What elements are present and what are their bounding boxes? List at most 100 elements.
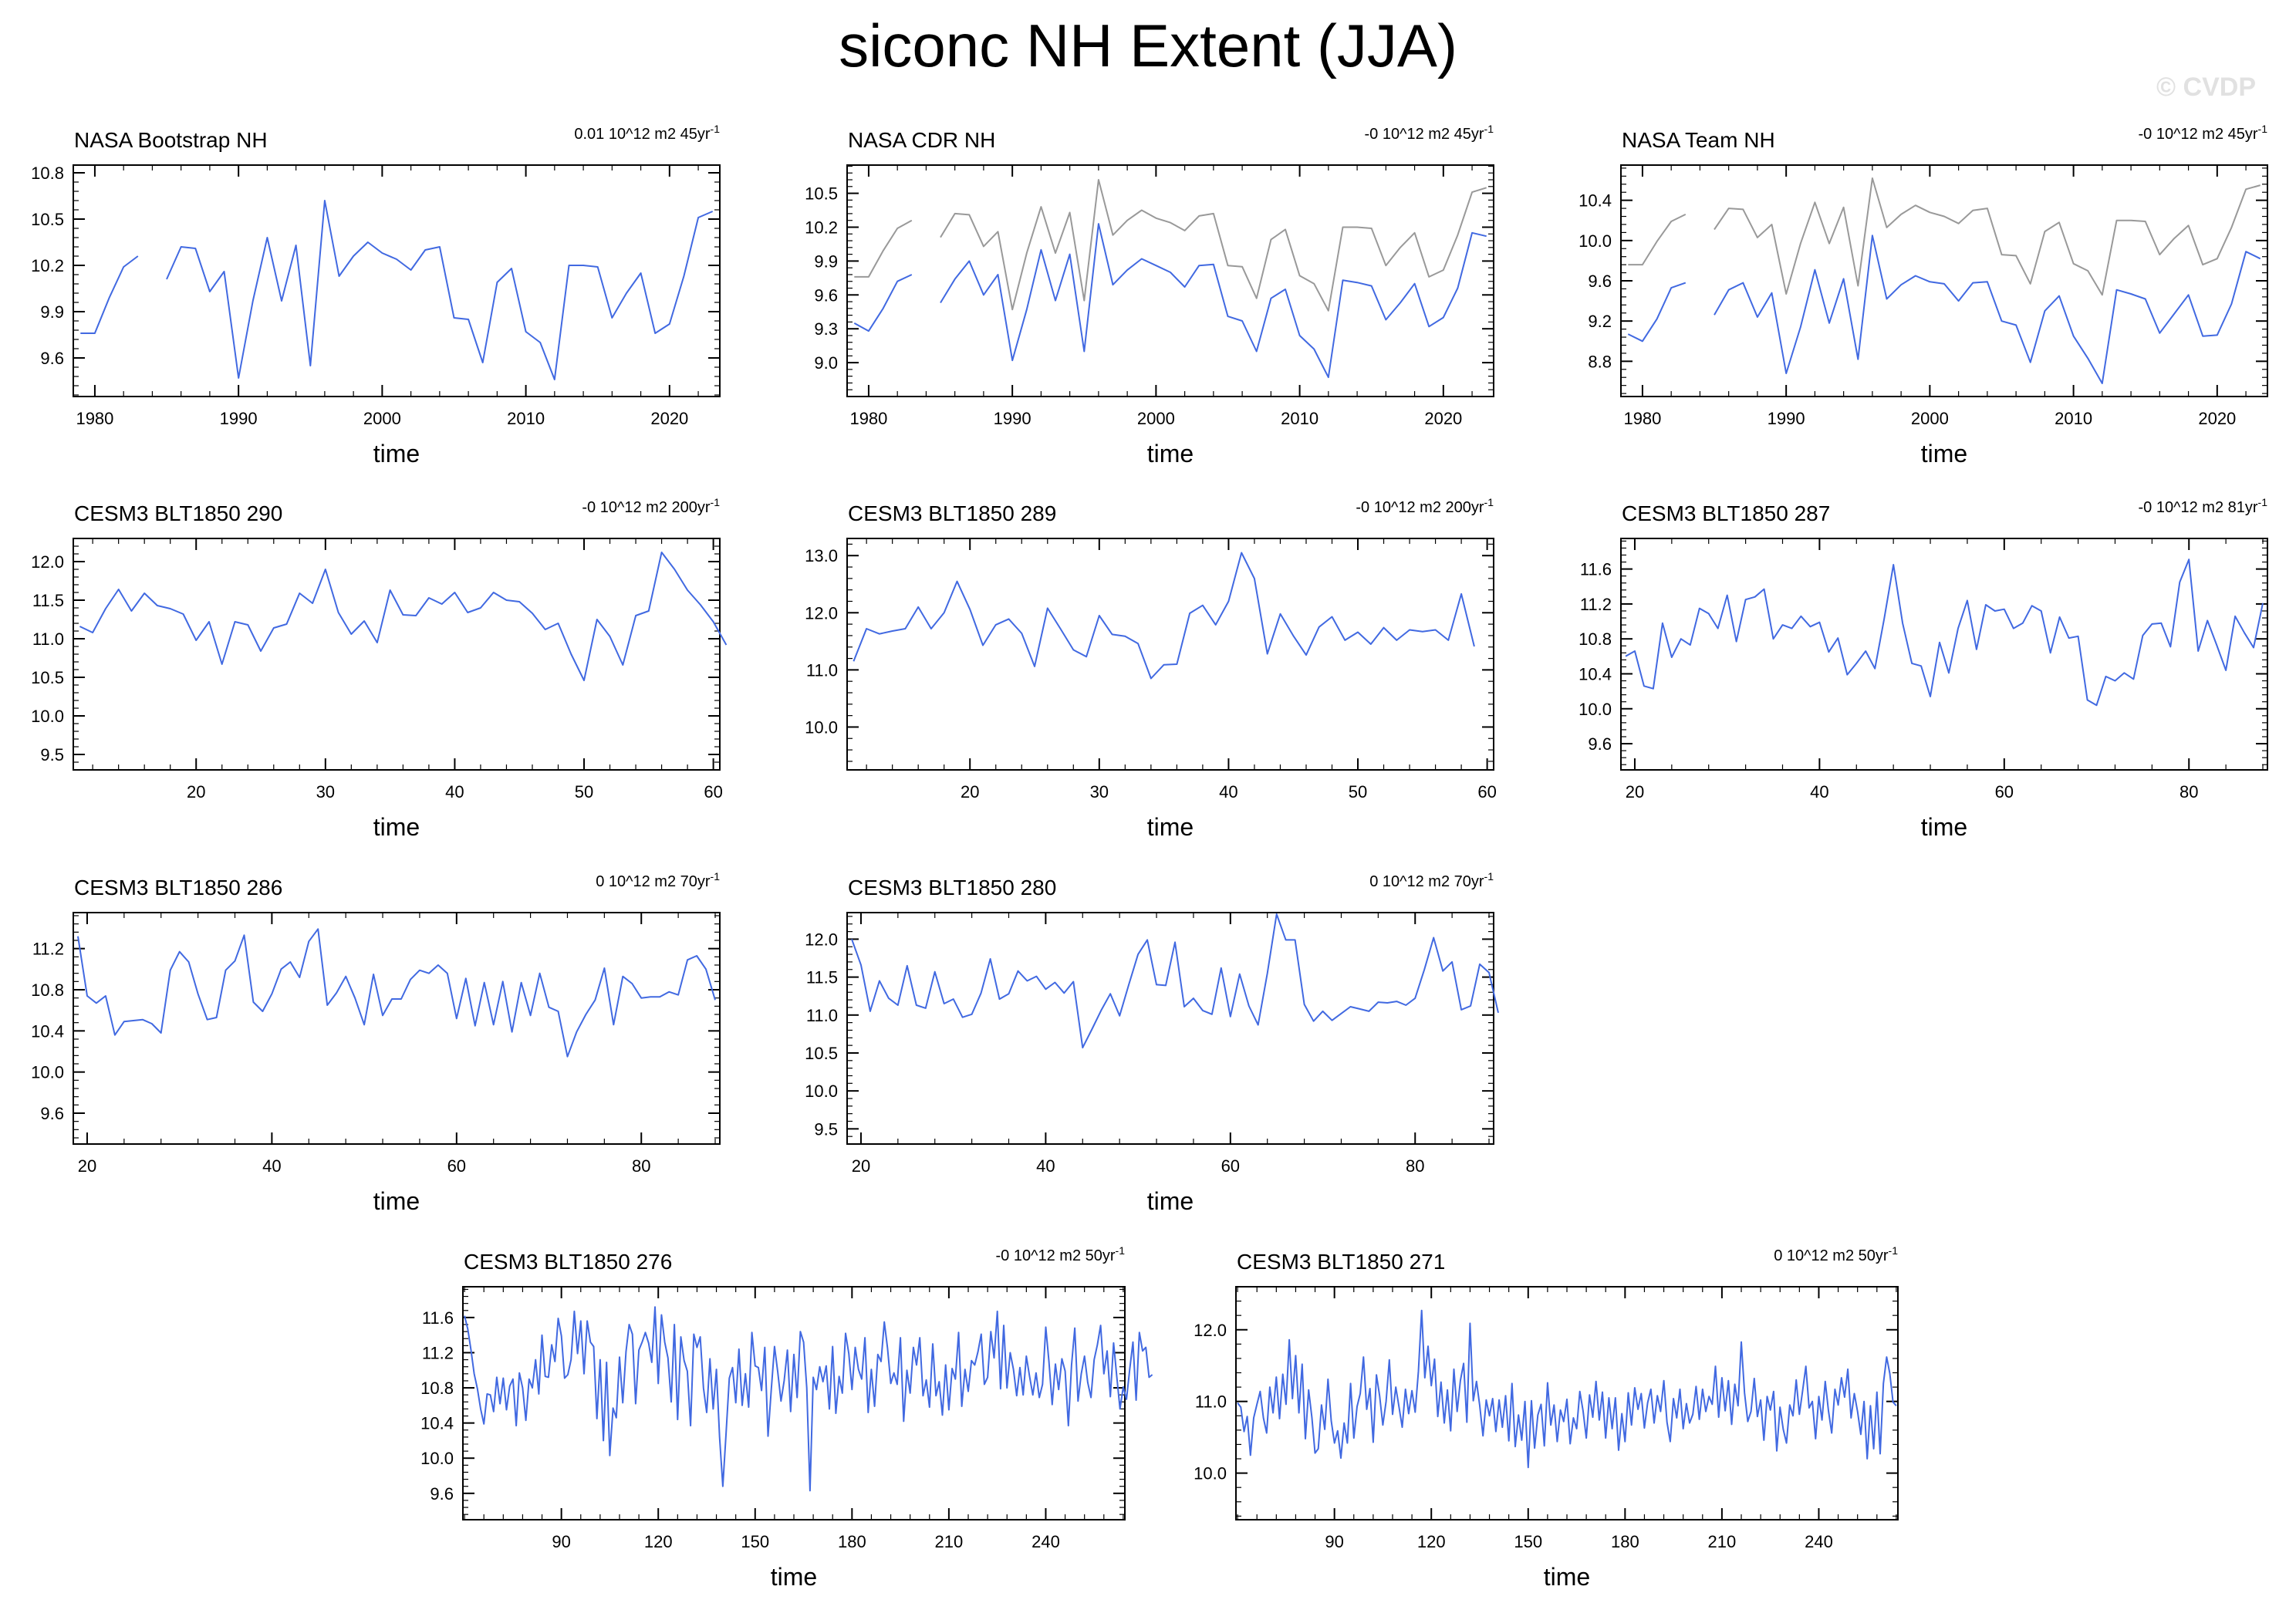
panel-2: NASA CDR NH -0 10^12 m2 45yr-1 time 9.0 9.3 9… bbox=[805, 123, 1494, 467]
series-line-extent bbox=[80, 200, 714, 380]
y-tick-label: 10.4 bbox=[1578, 664, 1612, 683]
trend-annotation: -0 10^12 m2 45yr-1 bbox=[1365, 123, 1494, 143]
y-tick-label: 11.5 bbox=[806, 968, 838, 987]
x-tick-label: 80 bbox=[1406, 1156, 1424, 1176]
x-tick-label: 2020 bbox=[1424, 409, 1462, 428]
y-tick-label: 12.0 bbox=[1194, 1321, 1227, 1340]
y-tick-label: 9.6 bbox=[40, 1104, 64, 1123]
plot-frame bbox=[1620, 538, 2268, 771]
x-tick-label: 90 bbox=[1325, 1532, 1343, 1551]
credit-watermark: © CVDP bbox=[2156, 73, 2256, 102]
y-tick-label: 10.0 bbox=[420, 1449, 454, 1468]
y-tick-label: 10.0 bbox=[805, 1082, 838, 1101]
panel-title: CESM3 BLT1850 290 bbox=[74, 501, 282, 525]
trend-annotation: -0 10^12 m2 200yr-1 bbox=[582, 496, 720, 516]
x-tick-label: 50 bbox=[575, 782, 593, 802]
series-line-extent bbox=[1237, 1309, 1897, 1469]
panel-1: NASA Bootstrap NH 0.01 10^12 m2 45yr-1 tim… bbox=[31, 123, 721, 467]
x-tick-label: 210 bbox=[1708, 1532, 1737, 1551]
x-tick-label: 40 bbox=[1219, 782, 1237, 802]
panel-3: NASA Team NH -0 10^12 m2 45yr-1 time 8.8 9.2… bbox=[1578, 123, 2268, 467]
x-tick-label: 2000 bbox=[1137, 409, 1175, 428]
x-tick-label: 20 bbox=[961, 782, 979, 802]
trend-annotation: 0 10^12 m2 50yr-1 bbox=[1774, 1244, 1898, 1264]
x-axis-label: time bbox=[373, 440, 420, 467]
plot-frame bbox=[846, 538, 1494, 771]
x-tick-label: 60 bbox=[1477, 782, 1496, 802]
x-tick-label: 210 bbox=[935, 1532, 964, 1551]
y-tick-label: 9.9 bbox=[40, 302, 64, 322]
plot-frame bbox=[462, 1286, 1126, 1520]
x-tick-label: 1980 bbox=[76, 409, 113, 428]
y-tick-label: 10.0 bbox=[31, 707, 64, 726]
y-tick-label: 10.0 bbox=[31, 1063, 64, 1082]
plot-frame bbox=[1620, 164, 2268, 397]
y-tick-label: 11.0 bbox=[806, 660, 838, 680]
x-tick-label: 150 bbox=[741, 1532, 769, 1551]
y-tick-label: 11.0 bbox=[806, 1006, 838, 1025]
x-tick-label: 2010 bbox=[2055, 409, 2092, 428]
x-tick-label: 2010 bbox=[507, 409, 545, 428]
series-line-extent bbox=[853, 552, 1475, 680]
plot-frame bbox=[846, 164, 1494, 397]
x-tick-label: 20 bbox=[852, 1156, 870, 1176]
x-tick-label: 180 bbox=[1611, 1532, 1639, 1551]
y-tick-label: 9.0 bbox=[814, 353, 838, 373]
y-tick-label: 10.0 bbox=[1578, 231, 1612, 251]
x-tick-label: 40 bbox=[445, 782, 464, 802]
y-tick-label: 10.8 bbox=[420, 1379, 454, 1398]
y-tick-label: 10.4 bbox=[31, 1021, 64, 1041]
y-tick-label: 11.0 bbox=[1195, 1392, 1227, 1412]
y-tick-label: 13.0 bbox=[805, 546, 838, 565]
panel-title: CESM3 BLT1850 276 bbox=[464, 1250, 672, 1274]
y-tick-label: 11.5 bbox=[32, 591, 64, 610]
y-tick-label: 10.4 bbox=[1578, 191, 1612, 211]
x-tick-label: 60 bbox=[1995, 782, 2014, 802]
x-tick-label: 40 bbox=[1036, 1156, 1055, 1176]
y-tick-label: 10.5 bbox=[31, 210, 64, 229]
y-tick-label: 11.2 bbox=[1580, 595, 1612, 614]
figure-title: siconc NH Extent (JJA) bbox=[839, 12, 1457, 79]
x-axis-label: time bbox=[373, 813, 420, 841]
x-tick-label: 60 bbox=[1221, 1156, 1240, 1176]
x-tick-label: 60 bbox=[447, 1156, 466, 1176]
x-tick-label: 50 bbox=[1349, 782, 1367, 802]
y-tick-label: 10.5 bbox=[31, 668, 64, 687]
x-tick-label: 20 bbox=[187, 782, 205, 802]
x-tick-label: 30 bbox=[316, 782, 335, 802]
panel-5: CESM3 BLT1850 289 -0 10^12 m2 200yr-1 time… bbox=[805, 496, 1497, 841]
series-line-extent bbox=[853, 223, 1487, 379]
x-tick-label: 2000 bbox=[1911, 409, 1949, 428]
x-axis-label: time bbox=[1921, 440, 1967, 467]
x-axis-label: time bbox=[771, 1563, 817, 1591]
plot-frame bbox=[846, 912, 1494, 1145]
y-tick-label: 11.6 bbox=[1580, 560, 1612, 579]
y-tick-label: 9.2 bbox=[1588, 312, 1612, 331]
x-tick-label: 30 bbox=[1090, 782, 1109, 802]
trend-annotation: 0 10^12 m2 70yr-1 bbox=[596, 870, 720, 890]
trend-annotation: -0 10^12 m2 50yr-1 bbox=[996, 1244, 1126, 1264]
x-tick-label: 1990 bbox=[220, 409, 258, 428]
trend-annotation: 0 10^12 m2 70yr-1 bbox=[1369, 870, 1494, 890]
y-tick-label: 8.8 bbox=[1588, 352, 1612, 371]
panel-title: CESM3 BLT1850 289 bbox=[848, 501, 1056, 525]
panel-4: CESM3 BLT1850 290 -0 10^12 m2 200yr-1 time… bbox=[31, 496, 728, 841]
y-tick-label: 11.6 bbox=[422, 1308, 454, 1328]
panel-9: CESM3 BLT1850 276 -0 10^12 m2 50yr-1 time 9… bbox=[420, 1244, 1153, 1591]
y-tick-label: 9.5 bbox=[40, 745, 64, 764]
x-axis-label: time bbox=[1921, 813, 1967, 841]
x-tick-label: 1980 bbox=[1623, 409, 1661, 428]
x-tick-label: 40 bbox=[262, 1156, 281, 1176]
trend-annotation: -0 10^12 m2 45yr-1 bbox=[2139, 123, 2268, 143]
x-tick-label: 240 bbox=[1805, 1532, 1833, 1551]
plot-frame bbox=[73, 912, 721, 1145]
y-tick-label: 10.8 bbox=[31, 164, 64, 183]
x-axis-label: time bbox=[1147, 1187, 1194, 1215]
y-tick-label: 11.2 bbox=[422, 1343, 454, 1362]
x-tick-label: 150 bbox=[1514, 1532, 1542, 1551]
trend-annotation: -0 10^12 m2 200yr-1 bbox=[1356, 496, 1494, 516]
panel-title: CESM3 BLT1850 286 bbox=[74, 876, 282, 899]
y-tick-label: 12.0 bbox=[31, 552, 64, 572]
series-line-extent bbox=[851, 913, 1499, 1049]
